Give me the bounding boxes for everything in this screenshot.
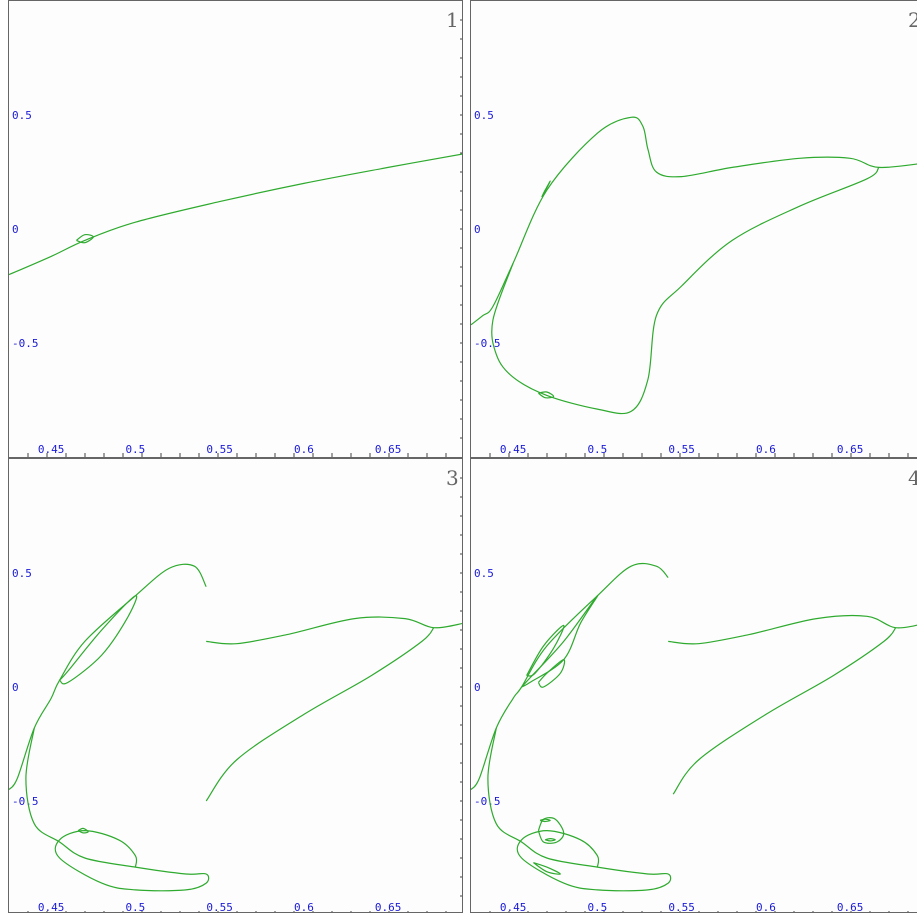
bifurcation-curve [9,153,462,276]
chart-panel-2: 0.45 0.5 0.55 0.6 0.65 0.5 0 -0.5 2 [470,0,917,458]
bifurcation-curve [538,391,555,399]
bifurcation-curve [526,624,565,677]
y-tick-label: 0.5 [12,109,32,122]
bifurcation-curve [537,659,566,688]
x-tick-label: 0.55 [668,443,695,456]
chart-panel-1: 0.45 0.5 0.55 0.6 0.65 0.5 0 -0.5 1 [8,0,463,458]
y-tick-label: -0.5 [474,795,501,808]
y-tick-label: 0.5 [474,567,494,580]
bifurcation-curve [25,727,210,892]
chart-panel-4: 0.45 0.5 0.55 0.6 0.65 0.5 0 -0.5 4 [470,458,917,913]
bifurcation-curve [76,233,94,244]
panel-number: 4 [908,466,917,490]
bifurcation-curve [544,838,556,842]
panel-number: 1 [446,8,459,32]
x-tick-label: 0.5 [125,901,145,913]
chart-svg: 0.45 0.5 0.55 0.6 0.65 0.5 0 -0.5 [471,562,917,913]
bifurcation-curve [533,862,561,875]
bifurcation-curve [539,818,551,823]
y-tick-label: -0.5 [474,337,501,350]
chart-svg: 0.45 0.5 0.55 0.6 0.65 0.5 0 -0.5 [9,19,462,457]
x-tick-label: 0.5 [587,901,607,913]
y-tick-label: 0 [12,681,19,694]
x-tick-label: 0.45 [38,443,65,456]
y-tick-label: 0.5 [474,109,494,122]
panel-number: 2 [908,8,917,32]
x-tick-label: 0.65 [837,443,864,456]
bifurcation-curve [59,595,138,685]
x-tick-label: 0.6 [294,443,314,456]
chart-svg: 0.45 0.5 0.55 0.6 0.65 0.5 0 -0.5 [471,109,917,457]
x-tick-label: 0.6 [756,901,776,913]
y-tick-label: 0.5 [12,567,32,580]
bifurcation-curve [205,627,435,802]
x-tick-label: 0.45 [500,443,527,456]
x-tick-label: 0.45 [500,901,527,913]
x-tick-label: 0.5 [125,443,145,456]
x-tick-label: 0.45 [38,901,65,913]
panel-number: 3 [446,466,459,490]
y-tick-label: 0 [474,681,481,694]
bifurcation-curve [672,627,897,795]
chart-svg: 0.45 0.5 0.55 0.6 0.65 0.5 0 -0.5 [9,477,462,913]
bifurcation-curve [471,116,917,326]
chart-panel-3: 0.45 0.5 0.55 0.6 0.65 0.5 0 -0.5 3 [8,458,463,913]
bifurcation-curve [491,166,880,415]
x-tick-label: 0.65 [375,901,402,913]
bifurcation-curve [668,614,917,645]
bifurcation-curve [487,727,672,892]
x-tick-label: 0.55 [206,901,233,913]
x-tick-label: 0.6 [294,901,314,913]
x-tick-label: 0.5 [587,443,607,456]
y-tick-label: 0 [474,223,481,236]
y-tick-label: -0.5 [12,795,39,808]
bifurcation-curve [541,180,551,198]
x-tick-label: 0.65 [837,901,864,913]
bifurcation-curve [471,562,669,791]
y-tick-label: -0.5 [12,337,39,350]
x-tick-label: 0.55 [206,443,233,456]
y-tick-label: 0 [12,223,19,236]
bifurcation-curve [77,827,89,834]
x-tick-label: 0.65 [375,443,402,456]
bifurcation-curve [9,563,207,791]
x-tick-label: 0.55 [668,901,695,913]
x-tick-label: 0.6 [756,443,776,456]
